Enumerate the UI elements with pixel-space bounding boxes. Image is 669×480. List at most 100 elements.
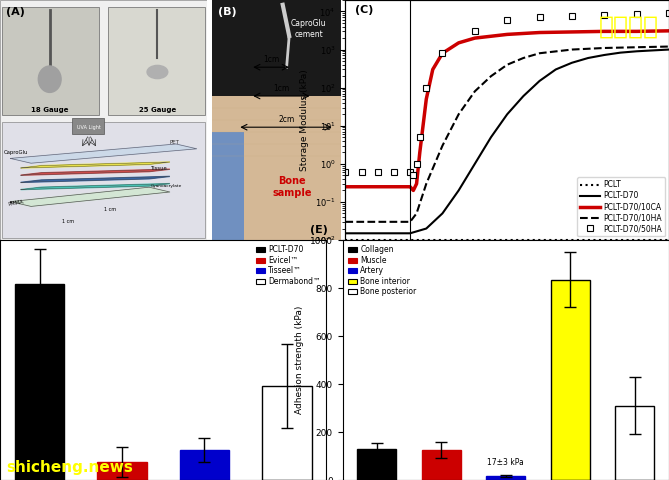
Legend: PCLT, PCLT-D70, PCLT-D70/10CA, PCLT-D70/10HA, PCLT-D70/50HA: PCLT, PCLT-D70, PCLT-D70/10CA, PCLT-D70/…	[577, 178, 665, 236]
PCLT-D70/50HA	[357, 169, 365, 175]
PCLT-D70/10HA	[374, 219, 382, 225]
Bar	[262, 385, 312, 480]
Legend: PCLT-D70, Evicel™, Tisseel™, Dermabond™: PCLT-D70, Evicel™, Tisseel™, Dermabond™	[255, 244, 322, 288]
Polygon shape	[21, 162, 170, 168]
PCLT-D70/10HA	[422, 181, 430, 187]
PCLT-D70/10CA	[568, 29, 576, 35]
Bar	[486, 476, 525, 480]
FancyBboxPatch shape	[2, 122, 205, 238]
Text: PMMA: PMMA	[8, 200, 25, 207]
PCLT-D70/50HA	[665, 11, 669, 16]
PCLT-D70/10HA	[600, 45, 608, 51]
Text: Cyanoacrylate: Cyanoacrylate	[151, 184, 183, 188]
PCLT	[471, 237, 479, 243]
Text: Bone
sample: Bone sample	[272, 176, 312, 198]
PCLT-D70/10HA	[568, 47, 576, 52]
PCLT	[536, 237, 544, 243]
PCLT-D70/50HA	[422, 85, 430, 91]
PCLT	[633, 237, 641, 243]
PCLT	[600, 237, 608, 243]
PCLT-D70/10CA	[416, 149, 424, 155]
PCLT-D70	[455, 188, 463, 193]
PCLT-D70/10CA	[600, 28, 608, 34]
Text: UVA Light: UVA Light	[77, 125, 101, 130]
PCLT-D70/10CA	[665, 28, 669, 34]
PCLT-D70	[633, 48, 641, 54]
Text: 1cm: 1cm	[274, 84, 290, 93]
Text: 狮域新闻: 狮域新闻	[599, 14, 659, 38]
PCLT-D70/10CA	[357, 184, 365, 190]
Text: 2cm: 2cm	[278, 115, 295, 124]
PCLT-D70/10CA	[406, 184, 414, 190]
FancyBboxPatch shape	[211, 132, 244, 240]
Polygon shape	[21, 176, 170, 182]
Bar	[551, 279, 589, 480]
Bar	[422, 450, 461, 480]
PCLT-D70/10CA	[409, 188, 417, 193]
PCLT-D70/10CA	[633, 28, 641, 34]
PCLT-D70/10HA	[341, 219, 349, 225]
PCLT-D70/50HA	[409, 172, 417, 178]
PCLT-D70/50HA	[438, 50, 446, 56]
Polygon shape	[10, 144, 197, 163]
PCLT-D70/10HA	[536, 50, 544, 56]
Line: PCLT-D70/10CA: PCLT-D70/10CA	[345, 31, 669, 191]
Line: PCLT-D70/10HA: PCLT-D70/10HA	[345, 47, 669, 222]
PCLT-D70/10CA	[422, 96, 430, 102]
Text: (C): (C)	[355, 5, 373, 15]
FancyBboxPatch shape	[72, 118, 104, 134]
Text: 17±3 kPa: 17±3 kPa	[488, 458, 524, 467]
PCLT-D70	[438, 211, 446, 216]
PCLT-D70/50HA	[568, 13, 576, 19]
FancyBboxPatch shape	[211, 96, 341, 240]
Text: 18 Gauge: 18 Gauge	[31, 107, 68, 113]
PCLT-D70/10CA	[341, 184, 349, 190]
PCLT-D70/10HA	[455, 111, 463, 117]
PCLT-D70	[552, 67, 560, 72]
FancyBboxPatch shape	[2, 7, 100, 115]
PCLT-D70/10HA	[413, 211, 421, 216]
PCLT-D70/50HA	[374, 169, 382, 175]
Text: 1 cm: 1 cm	[62, 219, 74, 224]
Circle shape	[38, 66, 61, 92]
PCLT-D70/10HA	[357, 219, 365, 225]
Line: PCLT-D70: PCLT-D70	[345, 49, 669, 233]
PCLT-D70/50HA	[413, 161, 421, 167]
PCLT-D70/50HA	[390, 169, 398, 175]
Text: CaproGlu
cement: CaproGlu cement	[291, 19, 326, 39]
PCLT-D70	[665, 47, 669, 52]
PCLT-D70	[568, 60, 576, 66]
Ellipse shape	[147, 65, 168, 79]
PCLT-D70/10HA	[406, 219, 414, 225]
PCLT-D70/10HA	[633, 44, 641, 50]
Bar	[357, 449, 396, 480]
PCLT-D70/10HA	[665, 44, 669, 49]
Text: shicheng.news: shicheng.news	[7, 460, 134, 475]
PCLT-D70/10HA	[438, 143, 446, 148]
PCLT-D70/50HA	[416, 134, 424, 140]
PCLT-D70	[374, 230, 382, 236]
Y-axis label: Adhesion strength (kPa): Adhesion strength (kPa)	[296, 306, 304, 414]
PCLT-D70/10CA	[429, 67, 437, 72]
Text: 1 cm: 1 cm	[104, 207, 116, 212]
Text: CaproGlu: CaproGlu	[4, 150, 29, 155]
PCLT-D70	[471, 161, 479, 167]
PCLT-D70	[390, 230, 398, 236]
PCLT-D70	[503, 111, 511, 117]
Text: PET: PET	[170, 140, 180, 145]
Polygon shape	[21, 184, 170, 190]
PCLT-D70	[649, 48, 657, 53]
Bar	[180, 450, 229, 480]
PCLT	[341, 237, 349, 243]
Polygon shape	[10, 187, 170, 206]
Bar	[15, 284, 64, 480]
PCLT-D70/50HA	[633, 11, 641, 17]
PCLT-D70/50HA	[341, 169, 349, 175]
Bar	[97, 462, 147, 480]
FancyBboxPatch shape	[108, 7, 205, 115]
FancyBboxPatch shape	[0, 0, 207, 240]
FancyBboxPatch shape	[211, 0, 341, 108]
Text: (B): (B)	[218, 7, 237, 17]
PCLT	[438, 237, 446, 243]
Y-axis label: Storage Modulus (kPa): Storage Modulus (kPa)	[300, 69, 309, 171]
